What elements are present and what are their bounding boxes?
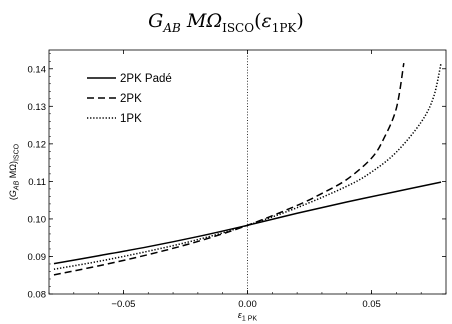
y-tick-label: 0.12 [28,139,47,150]
x-axis-label: ε1 PK [238,310,257,323]
y-tick-label: 0.10 [28,214,47,225]
y-tick-label: 0.11 [28,177,46,188]
legend-label: 2PK [120,93,142,105]
axis-ticks: −0.05 0.00 0.05 0.08 0.09 0.10 0.11 0.12 0.13 0.1… [28,50,447,310]
chart-title: GAB MΩISCO(ε1PK) [148,10,304,35]
x-tick-label: −0.05 [111,299,135,310]
legend: 2PK Padé 2PK 1PK [87,73,172,125]
x-tick-label: 0.00 [238,299,257,310]
y-axis-label: (GAB MΩ)ISCO [8,143,21,200]
series-line-1pk [53,62,442,270]
series-line-2pk-pad- [53,181,442,265]
svg-text:GAB MΩISCO(ε1PK): GAB MΩISCO(ε1PK) [148,10,304,35]
series-line-2pk [53,63,405,276]
legend-label: 2PK Padé [120,73,172,85]
y-tick-label: 0.13 [28,102,47,113]
y-tick-label: 0.09 [28,252,47,263]
y-tick-label: 0.08 [28,290,47,301]
y-tick-label: 0.14 [28,64,47,75]
x-tick-label: 0.05 [362,299,381,310]
series-layer [53,62,442,276]
legend-label: 1PK [120,113,142,125]
